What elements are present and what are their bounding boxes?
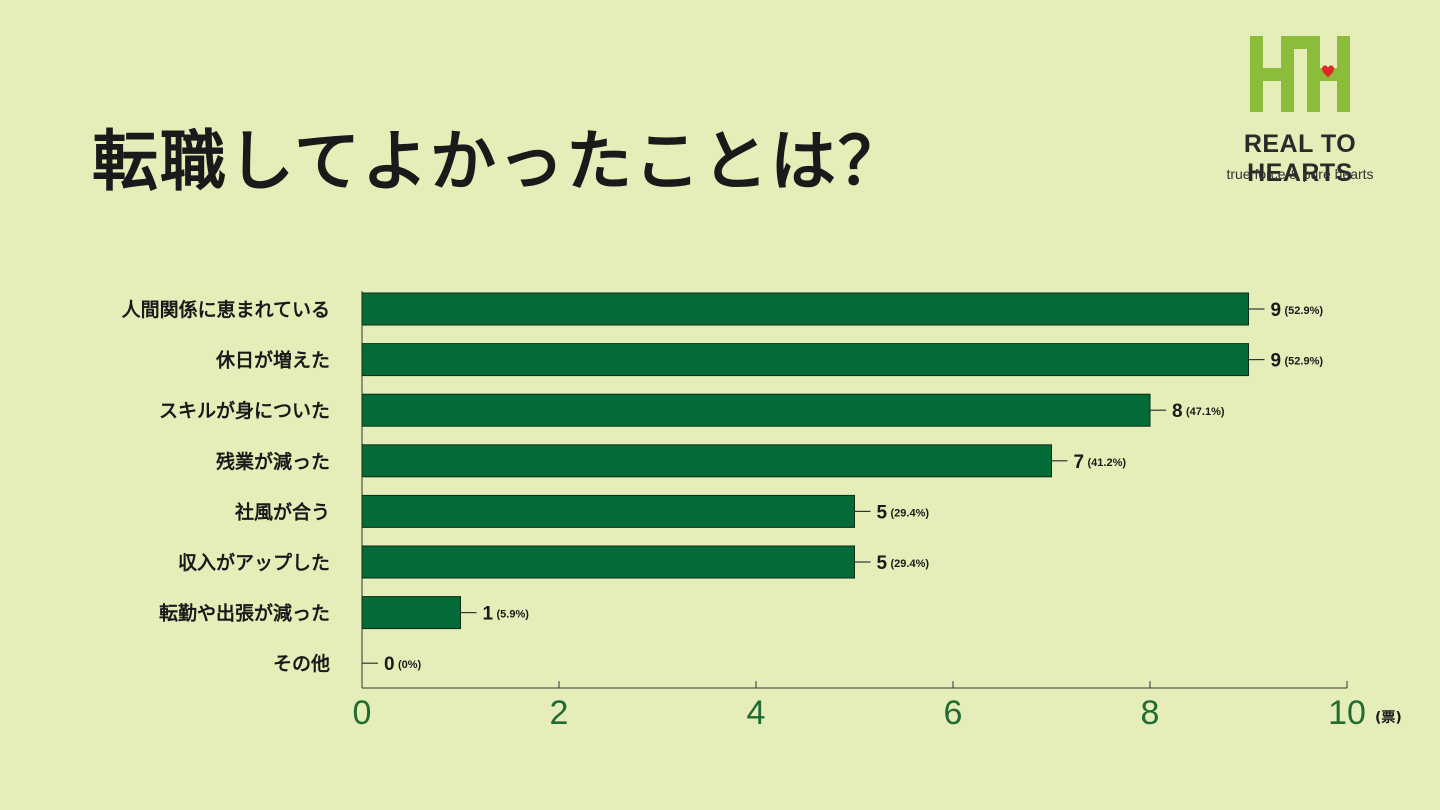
bar: [361, 596, 461, 630]
bar: [361, 343, 1249, 377]
percent-label: (41.2%): [1088, 457, 1127, 469]
percent-label: (47.1%): [1186, 406, 1225, 418]
x-tick-label: 2: [550, 694, 569, 732]
x-tick-label: 10: [1328, 694, 1366, 732]
brand-tagline: true force & pure hearts: [1226, 166, 1374, 182]
value-label: 8: [1172, 401, 1183, 422]
category-label: 残業が減った: [216, 450, 330, 473]
percent-label: (52.9%): [1285, 356, 1324, 368]
x-tick-label: 0: [353, 694, 372, 732]
x-tick-label: 8: [1141, 694, 1160, 732]
category-label: スキルが身についた: [159, 399, 330, 422]
bar: [361, 292, 1249, 326]
bar: [361, 545, 855, 579]
bar: [361, 444, 1052, 478]
logo-mark-icon: [1250, 36, 1350, 112]
value-label: 5: [877, 553, 888, 574]
percent-label: (5.9%): [497, 609, 530, 621]
category-label: 休日が増えた: [215, 349, 330, 372]
category-label: 収入がアップした: [178, 551, 330, 574]
brand-name: REAL TO HEARTS: [1243, 130, 1357, 187]
percent-label: (29.4%): [891, 507, 930, 519]
page-title: 転職してよかったことは？: [92, 123, 907, 200]
percent-label: (29.4%): [891, 558, 930, 570]
value-label: 5: [877, 502, 888, 523]
value-label: 9: [1271, 300, 1282, 321]
x-axis-unit-label: (票): [1375, 710, 1402, 726]
bar: [361, 393, 1151, 427]
percent-label: (52.9%): [1285, 305, 1324, 317]
value-label: 9: [1271, 351, 1282, 372]
category-label: 転勤や出張が減った: [159, 602, 330, 625]
value-label: 7: [1074, 452, 1085, 473]
category-label: その他: [273, 652, 330, 675]
value-label: 1: [483, 604, 494, 625]
percent-label: (0%): [398, 659, 422, 671]
x-tick-label: 4: [747, 694, 766, 732]
brand-logo: REAL TO HEARTS true force & pure hearts: [1190, 32, 1410, 192]
bar: [361, 494, 855, 528]
x-tick-label: 6: [944, 694, 963, 732]
category-label: 社風が合う: [234, 500, 330, 523]
category-label: 人間関係に恵まれている: [122, 298, 330, 321]
value-label: 0: [384, 654, 395, 675]
